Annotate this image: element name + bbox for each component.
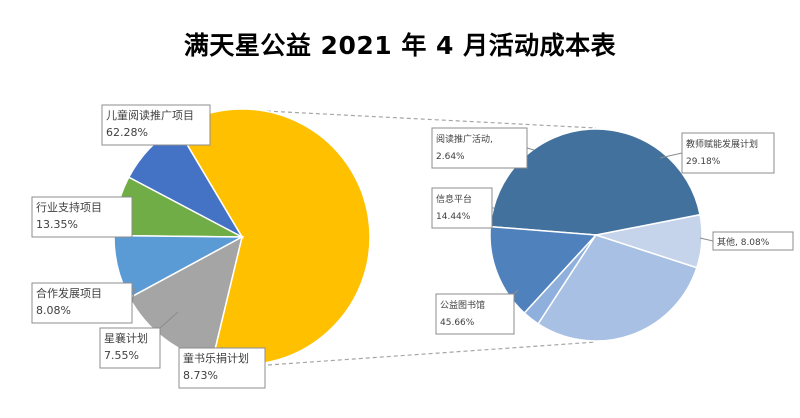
pie2-leader-1 <box>513 289 519 295</box>
pie1-label-name-3: 合作发展项目 <box>36 286 102 300</box>
pie1-label-value-1: 8.73% <box>183 369 218 382</box>
pie2-label-value-2: 14.44% <box>436 212 471 222</box>
pie2-label-0: 其他, 8.08% <box>717 236 770 248</box>
pie2-leader-3 <box>526 147 535 151</box>
pie1-label-box-3 <box>31 282 133 324</box>
pie2-label-box-2 <box>431 187 493 229</box>
pie1-label-value-0: 62.28% <box>106 126 148 139</box>
pie2-slice-1 <box>489 128 701 236</box>
pie2-label-box-4 <box>681 132 775 174</box>
pie1-label-name-0: 儿童阅读推广项目 <box>106 108 194 122</box>
pie1-label-box-0 <box>101 104 211 146</box>
pie2-slice-4 <box>537 234 698 342</box>
connector-line-bottom <box>267 341 597 366</box>
pie2-label-name-1: 公益图书馆 <box>440 299 485 311</box>
pie1-leader-2 <box>159 311 179 329</box>
pie2-label-value-1: 45.66% <box>440 318 475 328</box>
chart-title: 满天星公益 2021 年 4 月活动成本表 <box>183 31 617 60</box>
pie2-leader-4 <box>659 152 683 159</box>
pie1-label-box-4 <box>31 196 133 238</box>
pie1-slice-0 <box>175 108 371 366</box>
pie1-label-value-3: 8.08% <box>36 304 71 317</box>
pie2-label-name-2: 信息平台 <box>436 193 472 205</box>
pie1-label-name-4: 行业支持项目 <box>36 200 102 214</box>
pie1-label-value-4: 13.35% <box>36 218 78 231</box>
pie2-label-name-4: 教师赋能发展计划 <box>686 138 758 150</box>
pie2-label-box-1 <box>435 293 515 335</box>
pie2-label-box-0 <box>712 231 794 251</box>
pie2-label-value-3: 2.64% <box>436 152 465 162</box>
pie1-label-value-2: 7.55% <box>104 349 139 362</box>
pie2-label-value-4: 29.18% <box>686 157 721 167</box>
pie2-label-name-3: 阅读推广活动, <box>436 133 493 145</box>
pie2-label-box-3 <box>431 127 528 169</box>
pie2-leader-0 <box>699 237 714 242</box>
pie1-label-box-1 <box>178 347 266 389</box>
pie1-label-name-1: 童书乐捐计划 <box>183 351 249 365</box>
pie1-label-box-2 <box>99 327 161 369</box>
pie1-label-name-2: 星襄计划 <box>104 331 148 345</box>
connector-line-top <box>245 109 597 129</box>
